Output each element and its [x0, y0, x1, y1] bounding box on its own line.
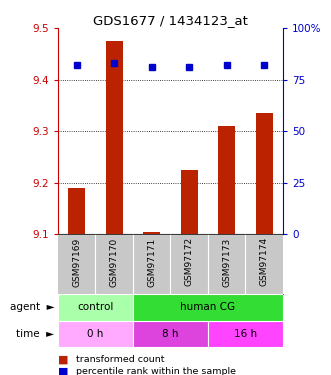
- Text: GSM97174: GSM97174: [260, 237, 269, 286]
- Text: percentile rank within the sample: percentile rank within the sample: [76, 367, 236, 375]
- Text: time  ►: time ►: [17, 329, 55, 339]
- Text: GSM97171: GSM97171: [147, 237, 156, 286]
- Bar: [106, 41, 122, 234]
- Text: human CG: human CG: [180, 303, 236, 312]
- Bar: [133, 321, 208, 347]
- Text: ■: ■: [58, 355, 69, 365]
- Text: GSM97170: GSM97170: [110, 237, 119, 286]
- Text: GSM97172: GSM97172: [185, 237, 194, 286]
- Title: GDS1677 / 1434123_at: GDS1677 / 1434123_at: [93, 14, 248, 27]
- Bar: [208, 321, 283, 347]
- Bar: [181, 170, 198, 234]
- Bar: [68, 188, 85, 234]
- Text: 16 h: 16 h: [234, 329, 257, 339]
- Text: GSM97173: GSM97173: [222, 237, 231, 286]
- Bar: [256, 113, 273, 234]
- Bar: [133, 294, 283, 321]
- Text: ■: ■: [58, 366, 69, 375]
- Text: GSM97169: GSM97169: [72, 237, 81, 286]
- Text: 0 h: 0 h: [87, 329, 104, 339]
- Bar: [58, 294, 133, 321]
- Text: agent  ►: agent ►: [10, 303, 55, 312]
- Bar: [143, 232, 160, 234]
- Bar: [58, 321, 133, 347]
- Bar: [218, 126, 235, 234]
- Text: 8 h: 8 h: [162, 329, 179, 339]
- Text: transformed count: transformed count: [76, 356, 165, 364]
- Text: control: control: [77, 303, 114, 312]
